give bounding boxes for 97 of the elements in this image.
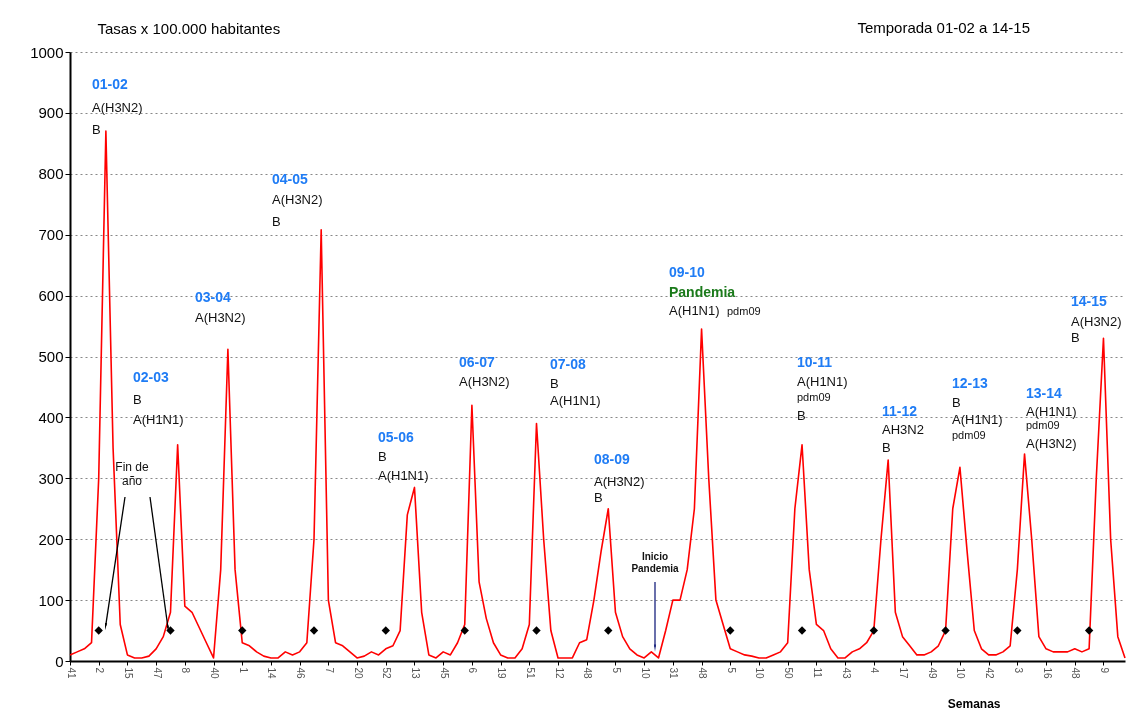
annotation: A(H3N2) [92,100,143,115]
x-tick-label: 11 [811,667,823,679]
annotation: Pandemia [669,284,736,300]
x-tick-label: 50 [783,667,795,680]
x-tick-label: 20 [352,667,364,680]
x-tick-label: 43 [840,667,852,680]
annotation: B [133,392,142,407]
annotation: 12-13 [952,375,989,391]
x-tick-label: 16 [1041,667,1053,680]
x-tick-label: 19 [496,667,508,680]
y-tick-label: 400 [38,408,64,426]
x-tick-label: 10 [754,667,766,680]
x-tick-label: 7 [323,667,335,674]
x-tick-label: 8 [180,667,192,674]
annotation: pdm09 [952,429,986,441]
x-tick-label: 6 [467,667,479,674]
x-tick-label: 3 [1012,667,1024,674]
annotation: pdm09 [1026,419,1060,431]
y-tick-label: 800 [38,165,64,183]
annotation: A(H1N1) [797,374,848,389]
x-tick-label: 5 [725,667,737,674]
annotation: A(H1N1) [952,412,1003,427]
x-tick-label: 42 [984,667,996,680]
y-tick-label: 1000 [30,43,64,61]
annotation: Fin de año [115,460,149,488]
x-axis-title: Semanas [947,696,1001,711]
y-tick-label: 200 [38,530,64,548]
x-tick-label: 5 [610,667,622,674]
annotation: A(H1N1) [669,303,720,318]
annotation: pdm09 [797,391,831,403]
annotation: B [594,490,603,505]
x-tick-label: 48 [697,667,709,680]
annotation: B [797,408,806,423]
annotation: 02-03 [133,369,170,385]
annotation: 03-04 [195,289,232,305]
annotation: 11-12 [882,403,918,419]
annotation: 07-08 [550,356,587,372]
annotation: B [272,214,281,229]
y-tick-label: 900 [38,104,64,122]
x-tick-label: 9 [1098,667,1110,674]
annotation: 06-07 [459,354,496,370]
x-tick-label: 1 [237,667,249,674]
annotation: AH3N2 [882,422,924,437]
annotation: A(H3N2) [1071,314,1122,329]
x-tick-label: 17 [898,667,910,680]
annotation: B [378,449,387,464]
y-tick-label: 300 [38,469,64,487]
x-tick-label: 41 [65,667,77,680]
x-tick-label: 31 [668,667,680,680]
x-tick-label: 40 [209,667,221,680]
annotation: 04-05 [272,171,309,187]
x-tick-label: 10 [955,667,967,680]
annotation: A(H3N2) [594,474,645,489]
x-tick-label: 52 [381,667,393,680]
annotation: B [92,122,101,137]
annotation: A(H3N2) [1026,436,1077,451]
x-tick-label: 15 [122,667,134,680]
annotation: B [882,440,891,455]
annotation: A(H1N1) [133,412,184,427]
x-tick-label: 13 [409,667,421,680]
annotation: 10-11 [797,354,833,370]
annotation: A(H3N2) [195,310,246,325]
y-axis-title: Tasas x 100.000 habitantes [97,19,281,37]
annotation: 05-06 [378,429,415,445]
annotation: A(H1N1) [378,468,429,483]
annotation: 13-14 [1026,385,1063,401]
x-tick-label: 47 [151,667,163,680]
x-tick-label: 48 [582,667,594,680]
annotation: 09-10 [669,264,706,280]
x-tick-label: 48 [1070,667,1082,680]
annotation: pdm09 [727,305,761,317]
annotation: A(H3N2) [272,192,323,207]
y-tick-label: 100 [38,591,64,609]
y-tick-label: 600 [38,287,64,305]
annotation: Inicio Pandemia [631,551,680,574]
annotation: 01-02 [92,76,129,92]
y-tick-label: 0 [55,652,64,670]
x-tick-label: 14 [266,667,278,680]
x-tick-label: 12 [553,667,565,680]
x-tick-label: 49 [926,667,938,680]
y-tick-label: 500 [38,348,64,365]
annotation: A(H3N2) [459,374,510,389]
x-tick-label: 2 [94,667,106,674]
annotation: 14-15 [1071,293,1108,309]
annotation: A(H1N1) [550,393,601,408]
annotation: A(H1N1) [1026,404,1077,419]
x-tick-label: 51 [524,667,536,680]
x-tick-label: 10 [639,667,651,680]
annotation: 08-09 [594,451,631,467]
annotation: B [952,395,961,410]
chart-title: Temporada 01-02 a 14-15 [857,19,1030,36]
annotation: B [550,376,559,391]
y-tick-label: 700 [38,226,64,244]
x-tick-label: 45 [438,667,450,680]
x-tick-label: 4 [869,667,881,674]
x-tick-label: 46 [295,667,307,680]
annotation: B [1071,330,1080,345]
